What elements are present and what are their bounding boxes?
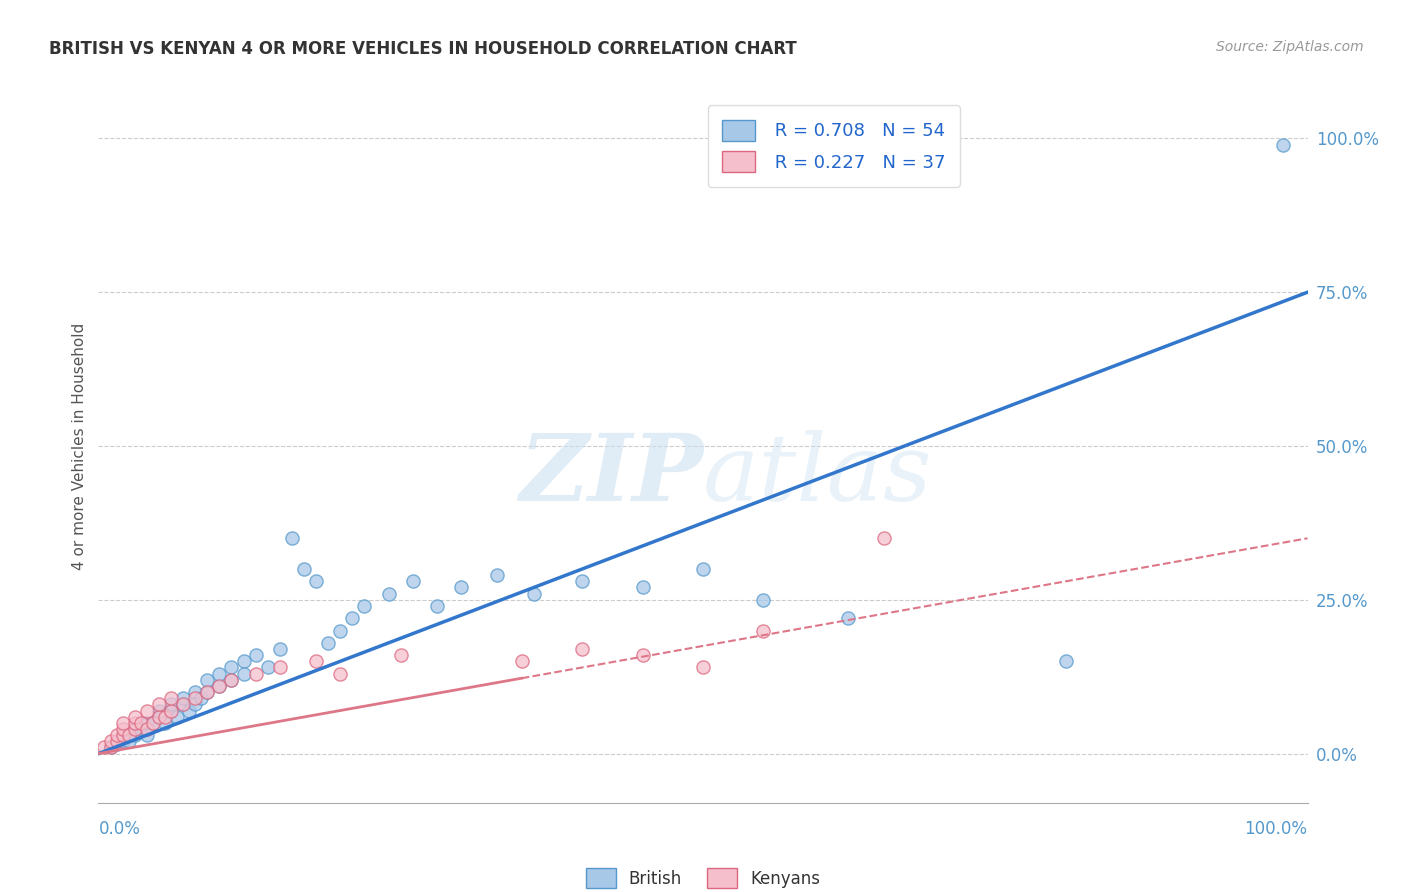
Point	[124, 722, 146, 736]
Point	[142, 715, 165, 730]
Point	[692, 660, 714, 674]
Point	[245, 666, 267, 681]
Point	[486, 568, 509, 582]
Text: BRITISH VS KENYAN 4 OR MORE VEHICLES IN HOUSEHOLD CORRELATION CHART: BRITISH VS KENYAN 4 OR MORE VEHICLES IN …	[49, 40, 797, 58]
Point	[111, 715, 134, 730]
Point	[129, 722, 152, 736]
Point	[111, 734, 134, 748]
Point	[105, 734, 128, 748]
Point	[111, 728, 134, 742]
Point	[148, 709, 170, 723]
Point	[172, 691, 194, 706]
Point	[692, 562, 714, 576]
Point	[184, 691, 207, 706]
Point	[450, 581, 472, 595]
Point	[1272, 137, 1295, 152]
Legend: British, Kenyans: British, Kenyans	[579, 862, 827, 892]
Point	[1054, 654, 1077, 668]
Text: 0.0%: 0.0%	[98, 820, 141, 838]
Point	[232, 654, 254, 668]
Point	[305, 654, 328, 668]
Point	[195, 673, 218, 687]
Point	[342, 611, 364, 625]
Point	[377, 587, 399, 601]
Point	[571, 574, 593, 589]
Point	[166, 709, 188, 723]
Point	[195, 685, 218, 699]
Point	[402, 574, 425, 589]
Point	[142, 715, 165, 730]
Point	[221, 660, 243, 674]
Point	[135, 722, 157, 736]
Point	[329, 624, 352, 638]
Point	[148, 704, 170, 718]
Point	[269, 642, 291, 657]
Point	[179, 704, 201, 718]
Point	[752, 592, 775, 607]
Point	[124, 722, 146, 736]
Point	[118, 734, 141, 748]
Point	[160, 704, 183, 718]
Point	[124, 709, 146, 723]
Point	[160, 704, 183, 718]
Point	[208, 666, 231, 681]
Point	[100, 734, 122, 748]
Point	[160, 691, 183, 706]
Text: Source: ZipAtlas.com: Source: ZipAtlas.com	[1216, 40, 1364, 54]
Point	[873, 531, 896, 545]
Point	[93, 740, 115, 755]
Point	[118, 728, 141, 742]
Point	[281, 531, 304, 545]
Point	[184, 698, 207, 712]
Point	[135, 728, 157, 742]
Point	[111, 722, 134, 736]
Point	[105, 737, 128, 751]
Point	[389, 648, 412, 662]
Point	[571, 642, 593, 657]
Point	[190, 691, 212, 706]
Point	[148, 698, 170, 712]
Point	[752, 624, 775, 638]
Text: 100.0%: 100.0%	[1244, 820, 1308, 838]
Point	[172, 698, 194, 712]
Point	[292, 562, 315, 576]
Point	[221, 673, 243, 687]
Point	[256, 660, 278, 674]
Point	[208, 679, 231, 693]
Point	[100, 740, 122, 755]
Point	[426, 599, 449, 613]
Point	[269, 660, 291, 674]
Point	[208, 679, 231, 693]
Point	[129, 715, 152, 730]
Y-axis label: 4 or more Vehicles in Household: 4 or more Vehicles in Household	[72, 322, 87, 570]
Point	[523, 587, 546, 601]
Point	[124, 715, 146, 730]
Text: ZIP: ZIP	[519, 430, 703, 519]
Point	[631, 648, 654, 662]
Point	[316, 636, 339, 650]
Point	[172, 698, 194, 712]
Point	[135, 704, 157, 718]
Point	[221, 673, 243, 687]
Point	[135, 715, 157, 730]
Text: atlas: atlas	[703, 430, 932, 519]
Point	[631, 581, 654, 595]
Point	[148, 709, 170, 723]
Point	[105, 728, 128, 742]
Point	[160, 698, 183, 712]
Point	[305, 574, 328, 589]
Point	[837, 611, 859, 625]
Point	[329, 666, 352, 681]
Point	[195, 685, 218, 699]
Point	[111, 728, 134, 742]
Point	[232, 666, 254, 681]
Point	[124, 728, 146, 742]
Point	[353, 599, 375, 613]
Point	[100, 740, 122, 755]
Point	[245, 648, 267, 662]
Point	[153, 709, 176, 723]
Point	[153, 715, 176, 730]
Point	[184, 685, 207, 699]
Point	[510, 654, 533, 668]
